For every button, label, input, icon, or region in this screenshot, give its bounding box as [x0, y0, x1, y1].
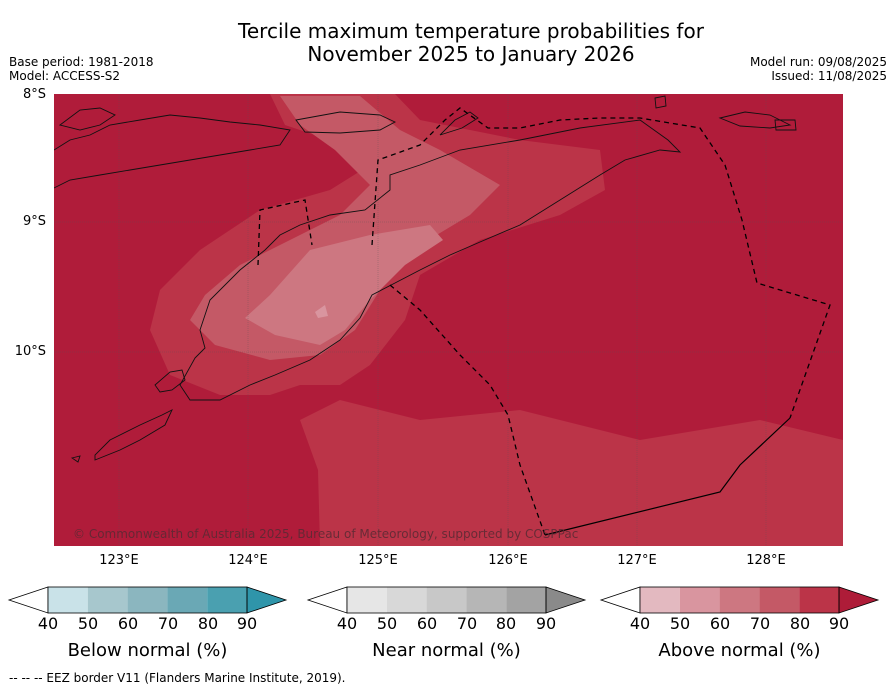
timor-coastline [179, 119, 682, 401]
colorbar-1-segment-4 [466, 587, 507, 613]
probability-field-80-south [300, 400, 843, 546]
colorbar-1-extend-low [306, 586, 348, 614]
lon-label-128e: 128°E [746, 553, 786, 568]
colorbar-0-border [47, 586, 248, 614]
colorbar-2-segment-3 [719, 587, 760, 613]
label-above-normal: Above normal (%) [658, 640, 821, 661]
lon-label-126e: 126°E [488, 553, 528, 568]
cb1-tick-80: 80 [495, 614, 517, 633]
cb1-tick-70: 70 [456, 614, 478, 633]
cb2-tick-90: 90 [828, 614, 850, 633]
colorbar-2-border [639, 586, 840, 614]
cb0-tick-60: 60 [117, 614, 139, 633]
lat-label-9s: 9°S [22, 214, 46, 229]
lon-label-123e: 123°E [99, 553, 139, 568]
lon-label-125e: 125°E [358, 553, 398, 568]
copyright-notice: © Commonwealth of Australia 2025, Bureau… [73, 527, 579, 541]
colorbar-0-segment-1 [48, 587, 88, 613]
label-near-normal: Near normal (%) [372, 640, 521, 661]
chart-title: Tercile maximum temperature probabilitie… [0, 20, 896, 66]
meta-left: Base period: 1981-2018 Model: ACCESS-S2 [9, 55, 154, 83]
colorbar-ticks: 40 50 60 70 80 90 40 50 60 70 80 90 40 5… [0, 614, 896, 634]
cb0-tick-70: 70 [157, 614, 179, 633]
base-period: Base period: 1981-2018 [9, 55, 154, 69]
colorbar-2-segment-4 [759, 587, 800, 613]
cb0-tick-40: 40 [37, 614, 59, 633]
colorbar-1-extend-high [545, 586, 587, 614]
eez-footnote: -- -- -- EEZ border V11 (Flanders Marine… [9, 671, 346, 685]
model-name: Model: ACCESS-S2 [9, 69, 121, 83]
lat-label-10s: 10°S [14, 344, 46, 359]
cb1-tick-40: 40 [336, 614, 358, 633]
issued-date: Issued: 11/08/2025 [771, 69, 887, 83]
cb0-tick-90: 90 [236, 614, 258, 633]
title-line-2: November 2025 to January 2026 [307, 42, 635, 66]
cb2-tick-40: 40 [629, 614, 651, 633]
cb1-tick-90: 90 [535, 614, 557, 633]
lon-label-124e: 124°E [228, 553, 268, 568]
colorbar-0-segment-5 [207, 587, 247, 613]
cb1-tick-50: 50 [376, 614, 398, 633]
colorbar-2-segment-2 [679, 587, 720, 613]
cb2-tick-70: 70 [749, 614, 771, 633]
meta-right: Model run: 09/08/2025 Issued: 11/08/2025 [750, 55, 887, 83]
colorbar-0-segment-2 [87, 587, 128, 613]
probability-field-70 [190, 96, 500, 360]
probability-field-60 [245, 225, 443, 345]
colorbars [7, 586, 880, 614]
colorbar-1-segment-1 [347, 587, 387, 613]
graticule [54, 94, 843, 546]
colorbar-1-segment-2 [386, 587, 427, 613]
lon-label-127e: 127°E [617, 553, 657, 568]
label-below-normal: Below normal (%) [67, 640, 228, 661]
title-line-1: Tercile maximum temperature probabilitie… [238, 19, 704, 43]
cb1-tick-60: 60 [416, 614, 438, 633]
colorbar-below-normal [7, 586, 288, 614]
colorbar-1-segment-3 [426, 587, 467, 613]
colorbar-2-extend-high [838, 586, 880, 614]
colorbar-0-extend-high [246, 586, 288, 614]
colorbar-0-segment-4 [167, 587, 208, 613]
model-run: Model run: 09/08/2025 [749, 55, 887, 69]
cb0-tick-80: 80 [197, 614, 219, 633]
colorbar-2-segment-1 [640, 587, 680, 613]
colorbar-1-border [346, 586, 547, 614]
eez-border [257, 107, 831, 536]
colorbar-near-normal [306, 586, 587, 614]
colorbar-0-extend-low [7, 586, 49, 614]
probability-field-50 [315, 305, 328, 318]
cb2-tick-80: 80 [789, 614, 811, 633]
colorbar-2-extend-low [599, 586, 641, 614]
cb0-tick-50: 50 [77, 614, 99, 633]
colorbar-1-segment-5 [506, 587, 546, 613]
cb2-tick-60: 60 [709, 614, 731, 633]
cb2-tick-50: 50 [669, 614, 691, 633]
eez-solid-border [544, 417, 791, 536]
colorbar-above-normal [599, 586, 880, 614]
lat-label-8s: 8°S [22, 87, 46, 102]
colorbar-2-segment-5 [799, 587, 839, 613]
colorbar-0-segment-3 [127, 587, 168, 613]
coastline [54, 95, 797, 463]
